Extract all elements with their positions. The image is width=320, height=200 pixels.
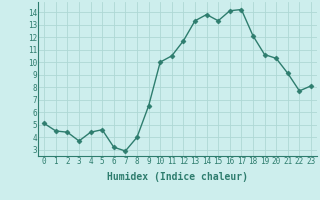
X-axis label: Humidex (Indice chaleur): Humidex (Indice chaleur) (107, 172, 248, 182)
